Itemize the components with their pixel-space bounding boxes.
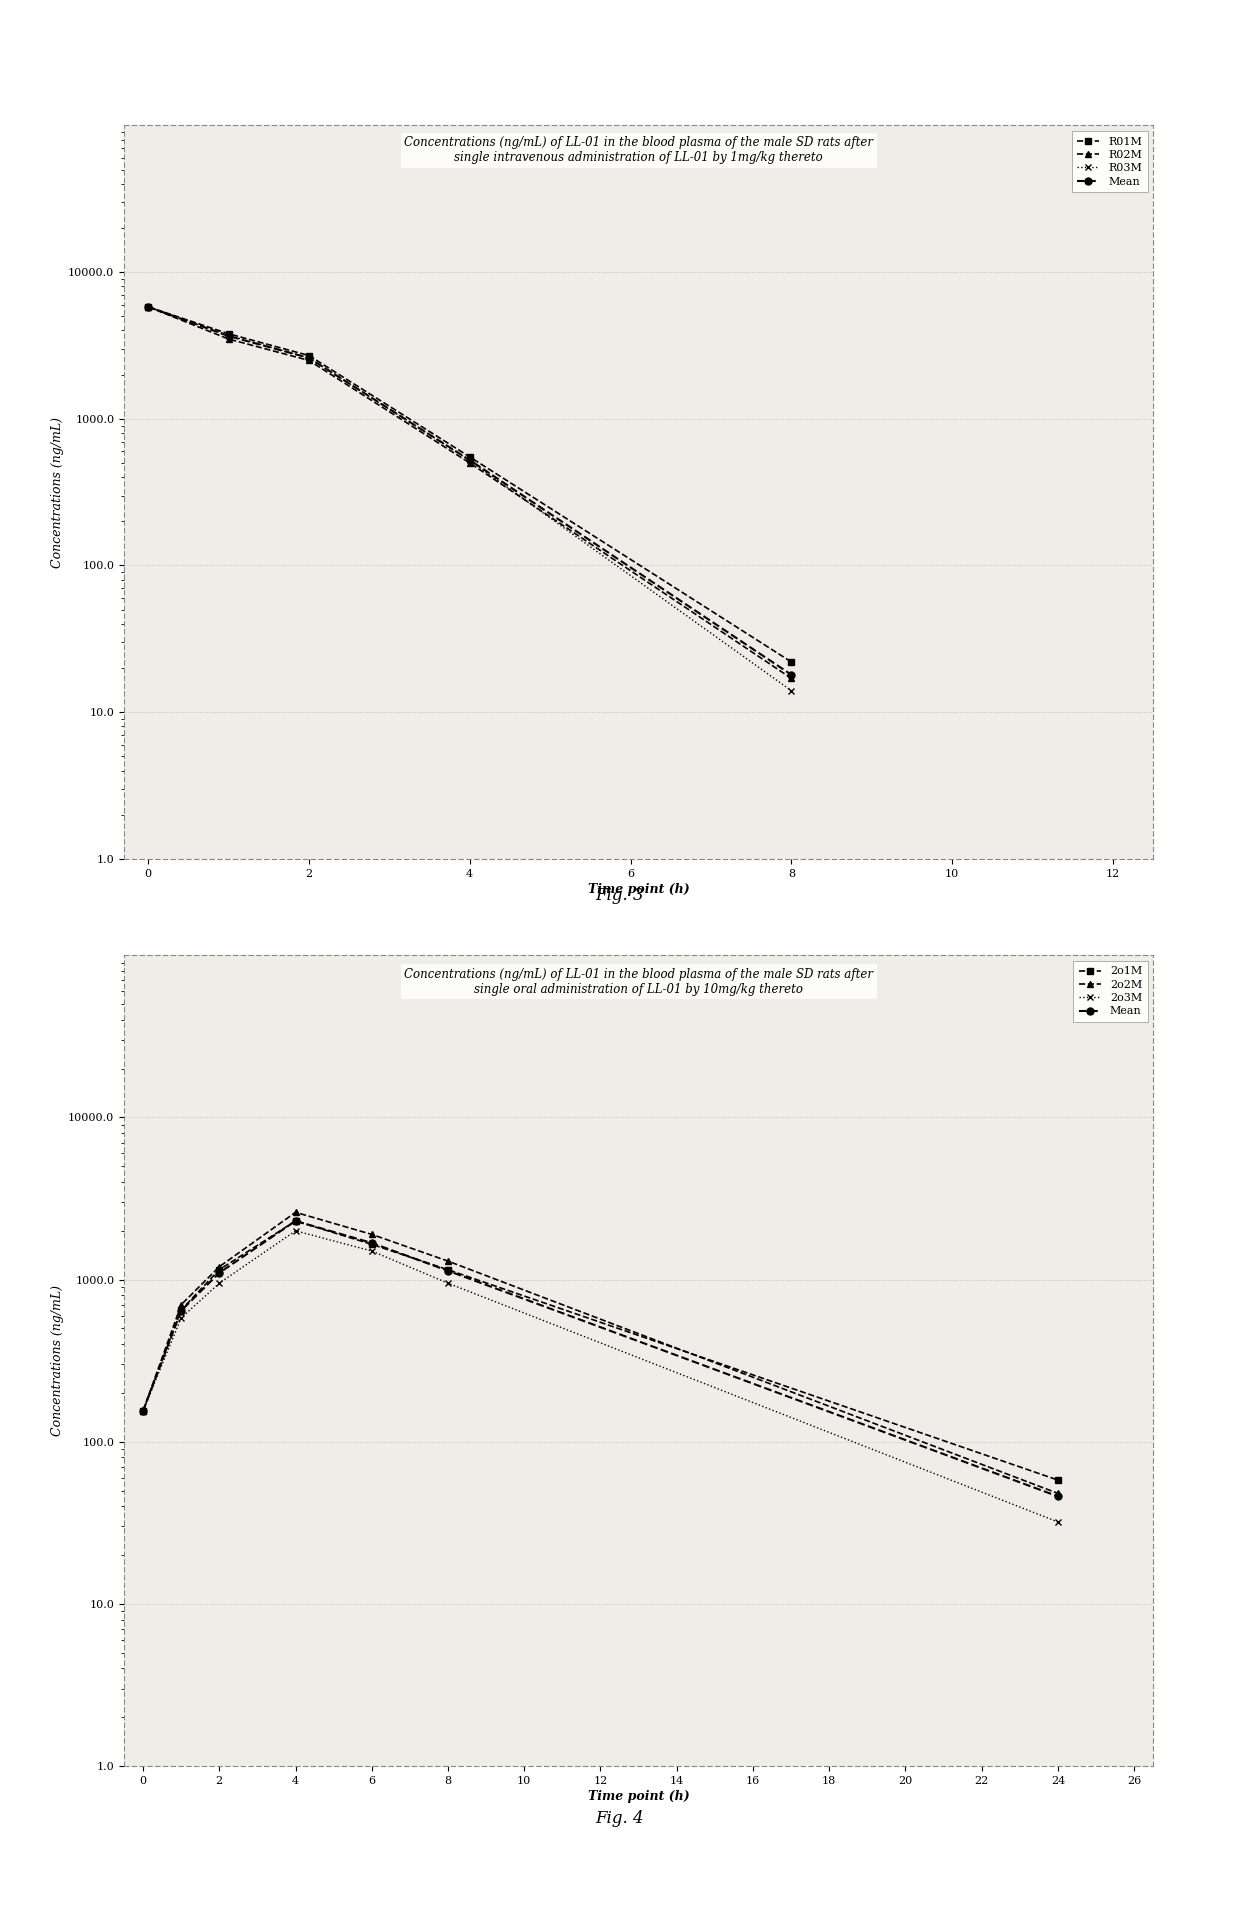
Mean (440, 1258, 455, 1282)
R01M (140, 295, 155, 318)
2o2M (135, 1399, 150, 1422)
2o2M (174, 1293, 188, 1316)
R03M (140, 295, 155, 318)
Mean (463, 448, 477, 471)
Line: R02M: R02M (145, 305, 794, 681)
R02M (140, 295, 155, 318)
2o1M (440, 1258, 455, 1282)
Mean (174, 1299, 188, 1322)
R01M (301, 344, 316, 367)
Mean (140, 295, 155, 318)
Line: Mean: Mean (140, 1218, 1061, 1500)
Mean (212, 1262, 227, 1285)
Line: R03M: R03M (145, 303, 795, 695)
2o1M (174, 1299, 188, 1322)
2o1M (135, 1399, 150, 1422)
R03M (784, 679, 799, 703)
Line: 2o2M: 2o2M (140, 1210, 1060, 1496)
R02M (301, 349, 316, 372)
2o2M (212, 1254, 227, 1278)
Legend: 2o1M, 2o2M, 2o3M, Mean: 2o1M, 2o2M, 2o3M, Mean (1073, 961, 1148, 1023)
2o3M (365, 1239, 379, 1262)
Mean (221, 324, 236, 347)
Text: Fig. 4: Fig. 4 (595, 1810, 645, 1826)
Mean (784, 664, 799, 687)
X-axis label: Time point (h): Time point (h) (588, 882, 689, 896)
Y-axis label: Concentrations (ng/mL): Concentrations (ng/mL) (51, 1285, 64, 1436)
R03M (221, 324, 236, 347)
Text: Concentrations (ng/mL) of LL-01 in the blood plasma of the male SD rats after
si: Concentrations (ng/mL) of LL-01 in the b… (404, 137, 873, 164)
Mean (135, 1399, 150, 1422)
2o3M (288, 1220, 303, 1243)
Y-axis label: Concentrations (ng/mL): Concentrations (ng/mL) (51, 417, 64, 567)
Mean (301, 345, 316, 369)
Line: 2o1M: 2o1M (140, 1218, 1060, 1482)
2o3M (212, 1272, 227, 1295)
R02M (463, 452, 477, 475)
2o2M (365, 1224, 379, 1247)
Mean (288, 1210, 303, 1233)
R01M (221, 322, 236, 345)
2o3M (440, 1272, 455, 1295)
2o1M (212, 1258, 227, 1282)
R03M (463, 450, 477, 473)
Mean (1050, 1484, 1065, 1507)
2o2M (440, 1249, 455, 1272)
R02M (784, 666, 799, 689)
2o3M (1050, 1511, 1065, 1534)
2o2M (288, 1200, 303, 1224)
Line: R01M: R01M (145, 305, 794, 664)
Line: Mean: Mean (145, 303, 795, 677)
Text: Concentrations (ng/mL) of LL-01 in the blood plasma of the male SD rats after
si: Concentrations (ng/mL) of LL-01 in the b… (404, 967, 873, 996)
2o3M (174, 1307, 188, 1330)
Text: Fig. 3: Fig. 3 (595, 888, 645, 903)
R03M (301, 345, 316, 369)
2o3M (135, 1399, 150, 1422)
R02M (221, 328, 236, 351)
2o1M (288, 1210, 303, 1233)
Legend: R01M, R02M, R03M, Mean: R01M, R02M, R03M, Mean (1071, 131, 1148, 193)
R01M (463, 446, 477, 469)
2o1M (1050, 1469, 1065, 1492)
Mean (365, 1231, 379, 1254)
Line: 2o3M: 2o3M (140, 1227, 1061, 1525)
2o1M (365, 1233, 379, 1256)
2o2M (1050, 1482, 1065, 1505)
R01M (784, 650, 799, 674)
X-axis label: Time point (h): Time point (h) (588, 1789, 689, 1803)
